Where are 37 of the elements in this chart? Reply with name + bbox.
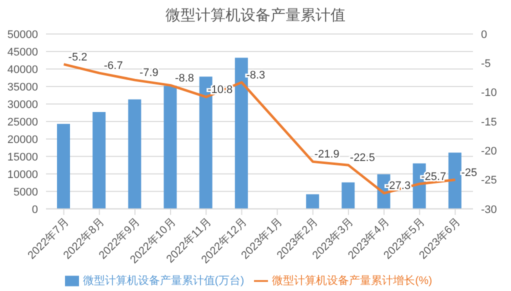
y-tick-label: 40000 <box>7 64 38 76</box>
data-label: -5.2 <box>68 51 88 64</box>
data-label: -6.7 <box>104 60 123 72</box>
y-tick-label: 5000 <box>14 186 38 198</box>
chart-title: 微型计算机设备产量累计值 <box>164 6 346 26</box>
legend-label: 微型计算机设备产量累计增长(%) <box>272 274 432 287</box>
y2-tick-label: -25 <box>481 174 497 187</box>
y-tick-label: 45000 <box>7 46 38 58</box>
y2-tick-label: -10 <box>481 87 497 100</box>
y2-tick-label: -5 <box>481 58 491 70</box>
y-tick-label: 15000 <box>7 151 38 164</box>
bar <box>92 112 106 209</box>
data-label: -22.5 <box>350 152 375 164</box>
data-label: -25 <box>461 166 478 179</box>
line-series <box>62 63 456 194</box>
data-label: -8.8 <box>175 72 194 84</box>
bar <box>164 86 177 209</box>
y2-tick-label: -20 <box>481 146 497 158</box>
bar <box>128 99 142 209</box>
y-tick-label: 10000 <box>7 168 38 181</box>
y2-tick-label: -30 <box>481 204 497 216</box>
y-tick-label: 25000 <box>7 116 38 128</box>
y-tick-label: 35000 <box>7 81 38 94</box>
data-label: -21.9 <box>314 148 340 161</box>
y-tick-label: 50000 <box>7 28 38 41</box>
y2-tick-label: 0 <box>481 28 488 41</box>
bar <box>342 182 355 209</box>
y-tick-label: 0 <box>32 204 38 216</box>
bar <box>234 58 248 209</box>
y-tick-label: 30000 <box>7 98 38 111</box>
y-tick-label: 20000 <box>7 134 38 146</box>
data-label: -7.9 <box>139 67 158 80</box>
legend-label: 微型计算机设备产量累计值(万台) <box>82 274 244 287</box>
bar <box>57 124 70 209</box>
bar <box>448 152 462 209</box>
bar <box>306 194 320 209</box>
y2-tick-label: -15 <box>481 116 497 128</box>
